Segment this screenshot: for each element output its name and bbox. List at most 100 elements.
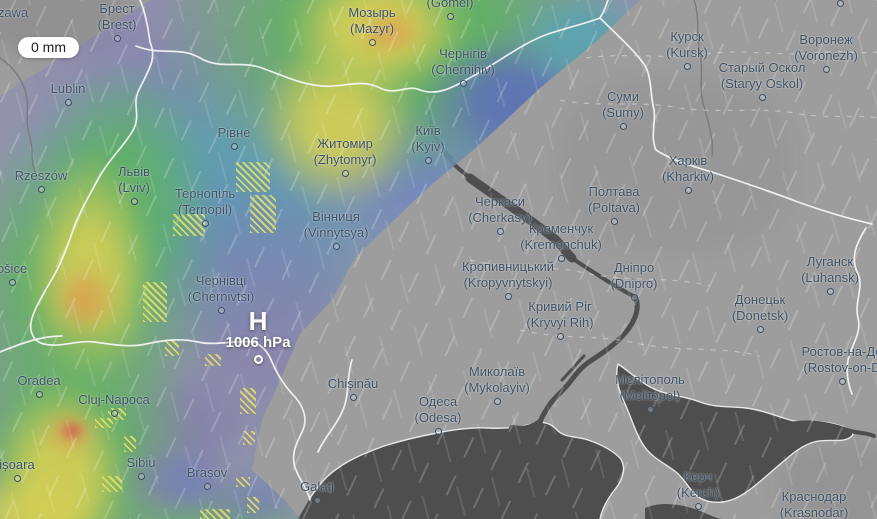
city-marker-dot <box>434 428 442 435</box>
city-marker-dot <box>826 288 834 295</box>
city-marker-dot <box>646 406 654 413</box>
city-name: Sibiu <box>126 455 156 470</box>
city-marker-dot <box>110 410 118 417</box>
city-name: Ростов-на-До <box>801 344 877 359</box>
city-name: Донецьк <box>734 292 786 307</box>
precip-readout-badge: 0 mm <box>18 37 79 58</box>
city-marker-dot <box>758 94 766 101</box>
city-name: Миколаїв <box>468 364 526 379</box>
city-translit: (Poltava) <box>587 200 641 215</box>
city-name: Чернівці <box>195 273 247 288</box>
mixed-precip-hatch <box>236 477 250 487</box>
city-translit: (Ternopil) <box>177 202 233 217</box>
pressure-symbol: Н <box>248 306 268 336</box>
city-marker-dot <box>610 218 618 225</box>
city-marker-dot <box>493 398 501 405</box>
mixed-precip-hatch <box>95 418 113 428</box>
city-name: Chișinău <box>327 376 379 391</box>
city-translit: (Rostov-on-D <box>803 360 877 375</box>
city-translit: (Kryvyi Rih) <box>526 315 594 330</box>
city-translit: (Mazyr) <box>349 21 395 36</box>
city-marker-dot <box>13 475 21 482</box>
city-marker-dot <box>619 123 627 130</box>
city-marker-dot <box>557 255 565 262</box>
city-translit: (Odesa) <box>414 410 462 425</box>
city-name: ošice <box>0 261 28 276</box>
city-translit: (Donetsk) <box>731 308 789 323</box>
city-marker-dot <box>424 157 432 164</box>
city-name: Мозырь <box>348 5 396 20</box>
city-marker-dot <box>217 307 225 314</box>
city-marker-dot <box>313 497 321 504</box>
city-marker-dot <box>837 0 844 7</box>
city-marker-dot <box>683 63 691 70</box>
city-name: Львів <box>118 164 151 179</box>
city-name: Кропивницький <box>461 259 555 274</box>
city-marker-dot <box>230 143 238 150</box>
city-translit: (Voronezh) <box>794 48 858 63</box>
city-translit: (Cherkasy) <box>468 210 532 225</box>
terrain-shade <box>560 80 790 250</box>
city-translit: (Sumy) <box>602 105 644 120</box>
city-name: Краснодар <box>781 489 847 504</box>
city-marker-dot <box>64 99 72 106</box>
mixed-precip-hatch <box>205 354 221 366</box>
terrain-shade <box>780 440 877 519</box>
city-name: Житомир <box>317 136 373 151</box>
city-marker-dot <box>8 279 16 286</box>
city-translit: (Melitopol) <box>619 388 681 403</box>
city-name: Брест <box>99 1 135 16</box>
city-name: Старый Оскол <box>718 60 806 75</box>
precip-blob <box>60 422 84 440</box>
precip-blob <box>355 10 425 55</box>
city-translit: (Chernivtsi) <box>187 289 255 304</box>
city-marker-dot <box>341 170 349 177</box>
city-name: Кривий Ріг <box>528 299 592 314</box>
city-name: Дніпро <box>613 260 655 275</box>
city-name: Одеса <box>418 394 458 409</box>
mixed-precip-hatch <box>124 436 136 452</box>
city-name: Кременчук <box>528 221 594 236</box>
city-marker-dot <box>203 483 211 490</box>
mixed-precip-hatch <box>240 388 256 414</box>
city-marker-dot <box>37 186 45 193</box>
city-marker-dot <box>459 80 467 87</box>
city-name: Курск <box>670 29 704 44</box>
city-name: Рівне <box>217 125 251 140</box>
pressure-value: 1006 hPa <box>225 334 291 351</box>
city-name: zawa <box>0 5 29 20</box>
city-translit: (Dnipro) <box>610 276 658 291</box>
city-name: Полтава <box>588 184 640 199</box>
city-marker-dot <box>694 503 702 510</box>
city-name: Oradea <box>17 373 61 388</box>
city-translit: (Kharkiv) <box>662 169 715 184</box>
city-name: Керч <box>683 469 713 484</box>
city-translit: (Chernihiv) <box>431 62 495 77</box>
city-marker-dot <box>113 35 121 42</box>
city-translit: (Kursk) <box>666 45 708 60</box>
city-marker-dot <box>756 326 764 333</box>
mixed-precip-hatch <box>247 497 259 513</box>
mixed-precip-hatch <box>236 162 270 192</box>
city-translit: (Gomel) <box>426 0 474 10</box>
city-name: Мелітополь <box>615 372 685 387</box>
city-name: Тернопіль <box>174 186 236 201</box>
city-marker-dot <box>684 187 692 194</box>
pressure-dot <box>253 355 263 364</box>
mixed-precip-hatch <box>102 476 122 492</box>
city-name: Харків <box>668 153 708 168</box>
city-name: Вінниця <box>312 209 360 224</box>
city-translit: (Kremenchuk) <box>520 237 602 252</box>
mixed-precip-hatch <box>200 509 230 519</box>
city-name: Galați <box>300 479 334 494</box>
city-marker-dot <box>446 13 454 20</box>
city-translit: (Brest) <box>97 17 137 32</box>
city-translit: (Luhansk) <box>801 270 859 285</box>
city-translit: (Vinnytsya) <box>303 225 369 240</box>
city-translit: (Staryy Oskol) <box>720 76 804 91</box>
city-marker-dot <box>822 66 830 73</box>
city-translit: (Zhytomyr) <box>313 152 377 167</box>
mixed-precip-hatch <box>143 282 167 322</box>
